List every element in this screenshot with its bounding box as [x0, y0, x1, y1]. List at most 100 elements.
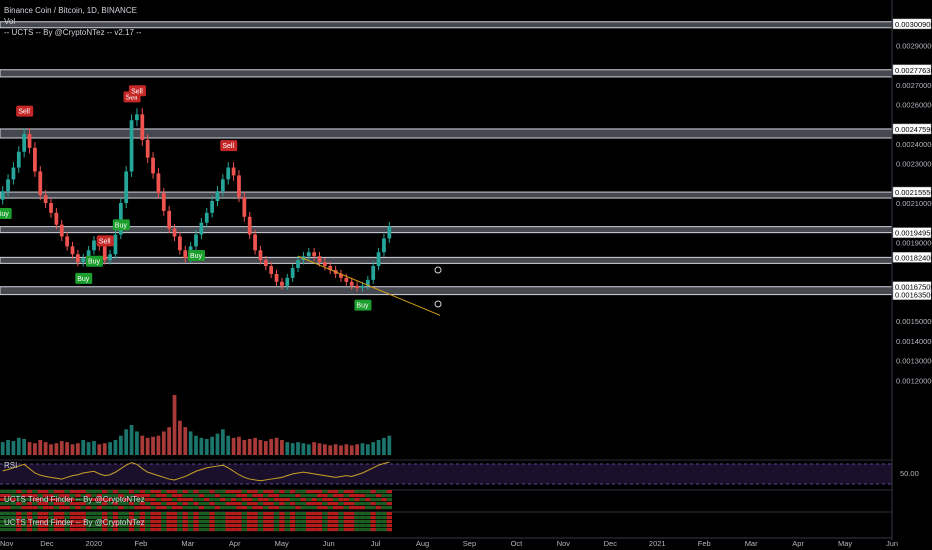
trend-cell [214, 512, 221, 516]
trend-cell [150, 506, 156, 510]
trend-cell [53, 520, 60, 524]
candle-body [102, 246, 107, 261]
trend-cell [316, 516, 323, 520]
trend-cell [161, 490, 167, 494]
trend-cell [354, 490, 360, 494]
trend-cell [10, 520, 17, 524]
trend-cell [0, 512, 6, 516]
trend-cell [295, 516, 301, 520]
volume-bar [333, 444, 338, 455]
volume-bar [59, 441, 64, 455]
trend-cell [42, 528, 49, 532]
trend-cell [338, 498, 344, 502]
trend-cell [150, 502, 156, 506]
trend-cell [332, 490, 339, 494]
trend-cell [107, 498, 113, 502]
candle-body [178, 236, 182, 251]
volume-bar [16, 437, 21, 455]
price-level-label: 0.00215550 [895, 188, 932, 197]
trend-cell [365, 502, 371, 506]
trend-cell [247, 494, 253, 498]
trend-cell [381, 524, 387, 528]
trend-cell [225, 520, 231, 524]
trend-cell [230, 516, 237, 520]
trend-cell [375, 498, 382, 502]
candle-body [129, 120, 134, 172]
trend-cell [118, 512, 124, 516]
candle-body [70, 246, 75, 255]
trend-cell [263, 520, 269, 524]
trend-cell [370, 512, 376, 516]
volume-bar [172, 395, 177, 455]
trend-cell [80, 520, 86, 524]
trend-cell [209, 490, 215, 494]
trend-cell [0, 502, 6, 506]
alarm-clock-icon [434, 266, 442, 274]
trend-cell [0, 498, 6, 502]
trend-cell [295, 498, 301, 502]
trend-cell [257, 528, 264, 532]
volume-bar [140, 435, 145, 455]
trend-cell [322, 502, 328, 506]
trend-cell [263, 516, 269, 520]
trend-cell [300, 512, 307, 516]
trend-cell [359, 528, 366, 532]
trend-cell [48, 528, 54, 532]
trend-cell [268, 494, 274, 498]
trend-cell [332, 524, 339, 528]
trend-cell [64, 512, 70, 516]
trend-cell [322, 520, 328, 524]
candle-body [75, 254, 80, 263]
trend-cell [263, 506, 269, 510]
trend-cell [316, 498, 323, 502]
trend-cell [107, 528, 113, 532]
price-level-label: 0.00194950 [895, 229, 932, 238]
volume-bar [38, 440, 43, 455]
trend-cell [53, 512, 60, 516]
trend-cell [375, 512, 382, 516]
trend-cell [10, 524, 17, 528]
trend-cell [16, 502, 22, 506]
trend-cell [75, 506, 81, 510]
signal-label: Buy [356, 303, 369, 310]
trend-cell [10, 490, 17, 494]
volume-bar [161, 431, 166, 455]
volume-bar [65, 442, 70, 455]
trend-cell [343, 528, 350, 532]
trend-cell [128, 524, 135, 528]
candle-body [242, 197, 247, 217]
trend-cell [21, 512, 27, 516]
trend-cell [268, 490, 274, 494]
trend-cell [139, 494, 145, 498]
trend-cell [252, 498, 258, 502]
trend-cell [123, 524, 129, 528]
trend-cell [26, 516, 33, 520]
trend-cell [257, 524, 264, 528]
trend-cell [214, 502, 221, 506]
trend-cell [102, 502, 108, 506]
trend-cell [91, 528, 97, 532]
indicator-label: -- UCTS -- By @CryptoNTez -- v2.17 -- [4, 28, 142, 37]
volume-bar [242, 440, 247, 455]
trend-cell [80, 516, 86, 520]
volume-bar [183, 427, 188, 455]
trend-cell [177, 498, 183, 502]
x-tick-label: Oct [511, 539, 524, 548]
x-tick-label: Dec [40, 539, 54, 548]
trend-cell [381, 498, 387, 502]
volume-bar [194, 435, 198, 455]
trend-cell [381, 528, 387, 532]
trend-cell [42, 494, 49, 498]
candle-body [231, 167, 236, 176]
trend-cell [241, 524, 248, 528]
trend-cell [273, 490, 280, 494]
volume-bar [290, 443, 295, 455]
trend-cell [359, 520, 366, 524]
volume-bar [274, 437, 279, 455]
trend-cell [370, 502, 376, 506]
volume-bar [237, 436, 241, 455]
candle-body [339, 273, 343, 278]
x-tick-label: May [838, 539, 852, 548]
trend-cell [150, 512, 156, 516]
trend-cell [386, 490, 392, 494]
